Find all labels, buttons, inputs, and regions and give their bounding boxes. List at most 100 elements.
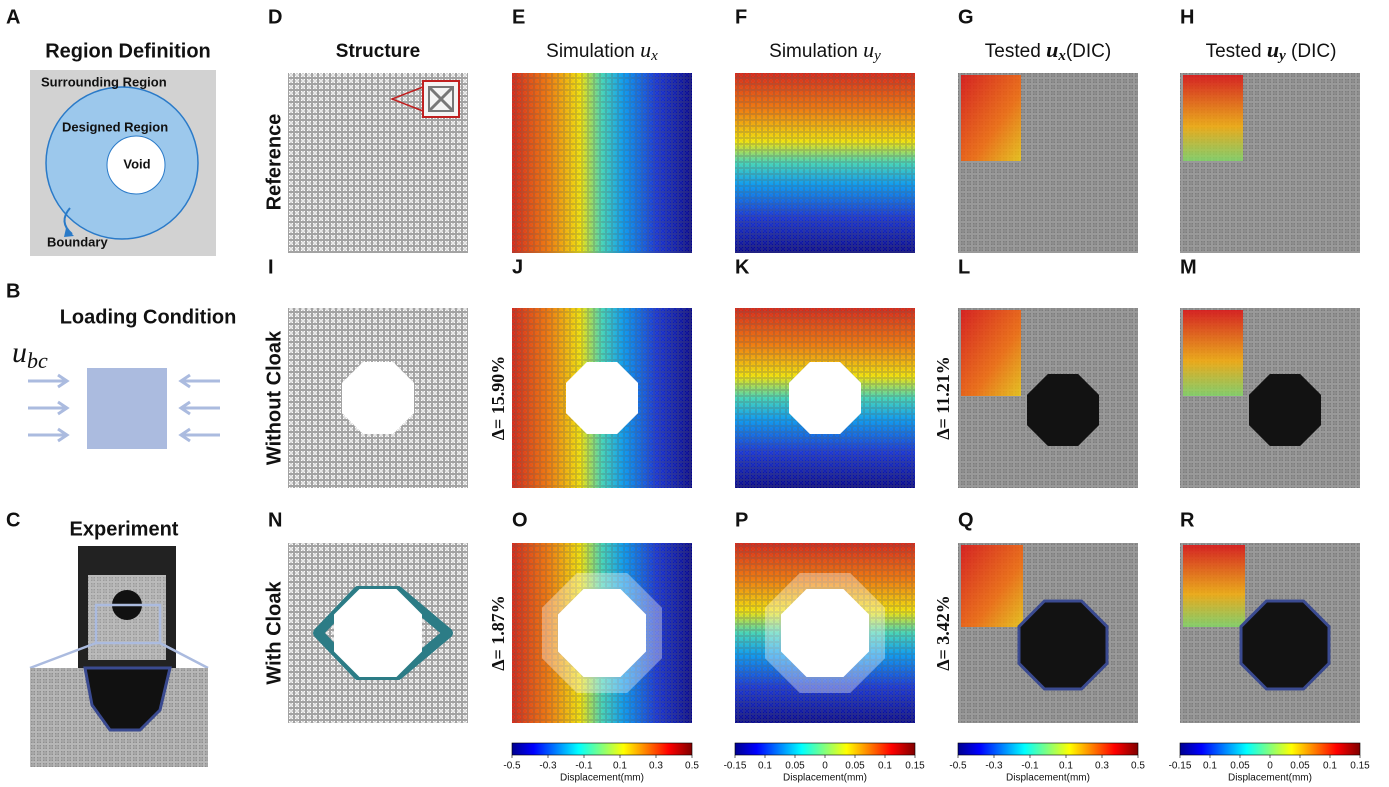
- colorbar-tick-label: 0.1: [1203, 761, 1217, 772]
- panel-label: K: [735, 256, 750, 278]
- colorbar-tick-label: -0.15: [1169, 761, 1192, 772]
- colorbar-label: Displacement(mm): [1006, 773, 1090, 784]
- column-title: Simulation uy: [769, 37, 881, 64]
- panel-label: M: [1180, 256, 1197, 278]
- panel-label: N: [268, 509, 282, 531]
- panel-label: P: [735, 509, 748, 531]
- panel-label: G: [958, 6, 974, 28]
- loaded-square: [87, 368, 167, 449]
- colorbar-tick-label: -0.3: [539, 761, 557, 772]
- hole: [1249, 374, 1321, 446]
- panel-label: E: [512, 6, 525, 28]
- dic-overlay: [1183, 75, 1243, 161]
- hole: [334, 589, 422, 677]
- title-variable: u: [640, 37, 651, 62]
- colorbar-label: Displacement(mm): [783, 773, 867, 784]
- colorbar-tick-label: 0.05: [1290, 761, 1310, 772]
- colorbar-label: Displacement(mm): [1228, 773, 1312, 784]
- title-suffix: (DIC): [1066, 41, 1111, 62]
- load-arrow: [181, 402, 220, 414]
- dic-overlay: [961, 545, 1023, 627]
- colorbar-tick-label: 0.1: [1323, 761, 1337, 772]
- load-arrow: [28, 375, 67, 387]
- colorbar-tick-label: 0.1: [758, 761, 772, 772]
- surrounding-label: Surrounding Region: [41, 74, 167, 89]
- error-label: Δ= 1.87%: [488, 595, 508, 671]
- colorbar-tick-label: 0.05: [845, 761, 865, 772]
- lattice: [735, 73, 915, 253]
- boundary-label: Boundary: [47, 234, 108, 249]
- colorbar-tick-label: -0.1: [1021, 761, 1039, 772]
- panel-label: D: [268, 6, 282, 28]
- hole: [558, 589, 646, 677]
- colorbar-tick-label: 0.1: [1059, 761, 1073, 772]
- title-text: Simulation: [546, 41, 640, 62]
- title-variable: u: [1046, 37, 1058, 62]
- lattice: [512, 73, 692, 253]
- dic-overlay: [961, 75, 1021, 161]
- void-label: Void: [123, 156, 150, 171]
- region-title: Region Definition: [45, 40, 211, 62]
- experiment-title: Experiment: [70, 518, 179, 540]
- load-arrow: [181, 429, 220, 441]
- colorbar-tick-label: 0.1: [613, 761, 627, 772]
- hole: [1019, 601, 1107, 689]
- colorbar-tick-label: -0.5: [949, 761, 967, 772]
- column-title: Simulation ux: [546, 37, 658, 64]
- colorbar: [1180, 743, 1360, 755]
- colorbar-tick-label: 0: [822, 761, 828, 772]
- colorbar-tick-label: 0.5: [685, 761, 699, 772]
- hole: [342, 362, 414, 434]
- error-label: Δ= 15.90%: [488, 356, 508, 441]
- panel-label: C: [6, 509, 20, 531]
- hole: [1241, 601, 1329, 689]
- panel-label: H: [1180, 6, 1194, 28]
- colorbar-tick-label: 0.15: [1350, 761, 1370, 772]
- colorbar-tick-label: 0.5: [1131, 761, 1145, 772]
- colorbar-label: Displacement(mm): [560, 773, 644, 784]
- subscript: bc: [27, 348, 48, 373]
- title-text: Structure: [336, 41, 420, 62]
- panel-label: F: [735, 6, 747, 28]
- title-text: Tested: [985, 41, 1046, 62]
- title-variable: u: [1267, 37, 1279, 62]
- panel-label: J: [512, 256, 523, 278]
- hole: [566, 362, 638, 434]
- column-title: Structure: [336, 41, 420, 62]
- dic-overlay: [1183, 310, 1243, 396]
- dic-overlay: [1183, 545, 1245, 627]
- colorbar-tick-label: 0.1: [878, 761, 892, 772]
- error-label: Δ= 11.21%: [933, 356, 953, 440]
- row-label: Without Cloak: [263, 330, 285, 465]
- colorbar-tick-label: -0.1: [575, 761, 593, 772]
- title-variable: u: [863, 37, 874, 62]
- panel-label: A: [6, 6, 20, 28]
- panel-label: Q: [958, 509, 974, 531]
- loading-title: Loading Condition: [60, 306, 237, 328]
- title-subscript: y: [872, 48, 881, 64]
- figure: Region Definition Surrounding Region Desig…: [0, 0, 1389, 787]
- colorbar: [735, 743, 915, 755]
- panel-label: R: [1180, 509, 1195, 531]
- hole: [789, 362, 861, 434]
- hole: [781, 589, 869, 677]
- loading-variable: ubc: [12, 336, 48, 373]
- colorbar: [512, 743, 692, 755]
- panel-label: O: [512, 509, 528, 531]
- title-subscript: x: [650, 48, 658, 64]
- column-title: Tested ux(DIC): [985, 37, 1111, 64]
- error-label: Δ= 3.42%: [933, 595, 953, 671]
- colorbar-tick-label: 0: [1267, 761, 1273, 772]
- dic-overlay: [961, 310, 1021, 396]
- title-subscript: y: [1277, 48, 1286, 64]
- load-arrow: [28, 402, 67, 414]
- panel-label: I: [268, 256, 274, 278]
- colorbar-tick-label: -0.3: [985, 761, 1003, 772]
- panel-label: B: [6, 280, 20, 302]
- designed-label: Designed Region: [62, 119, 168, 134]
- colorbar: [958, 743, 1138, 755]
- title-text: Simulation: [769, 41, 863, 62]
- row-label: Reference: [263, 114, 285, 211]
- variable: u: [12, 336, 27, 369]
- column-title: Tested uy (DIC): [1206, 37, 1337, 64]
